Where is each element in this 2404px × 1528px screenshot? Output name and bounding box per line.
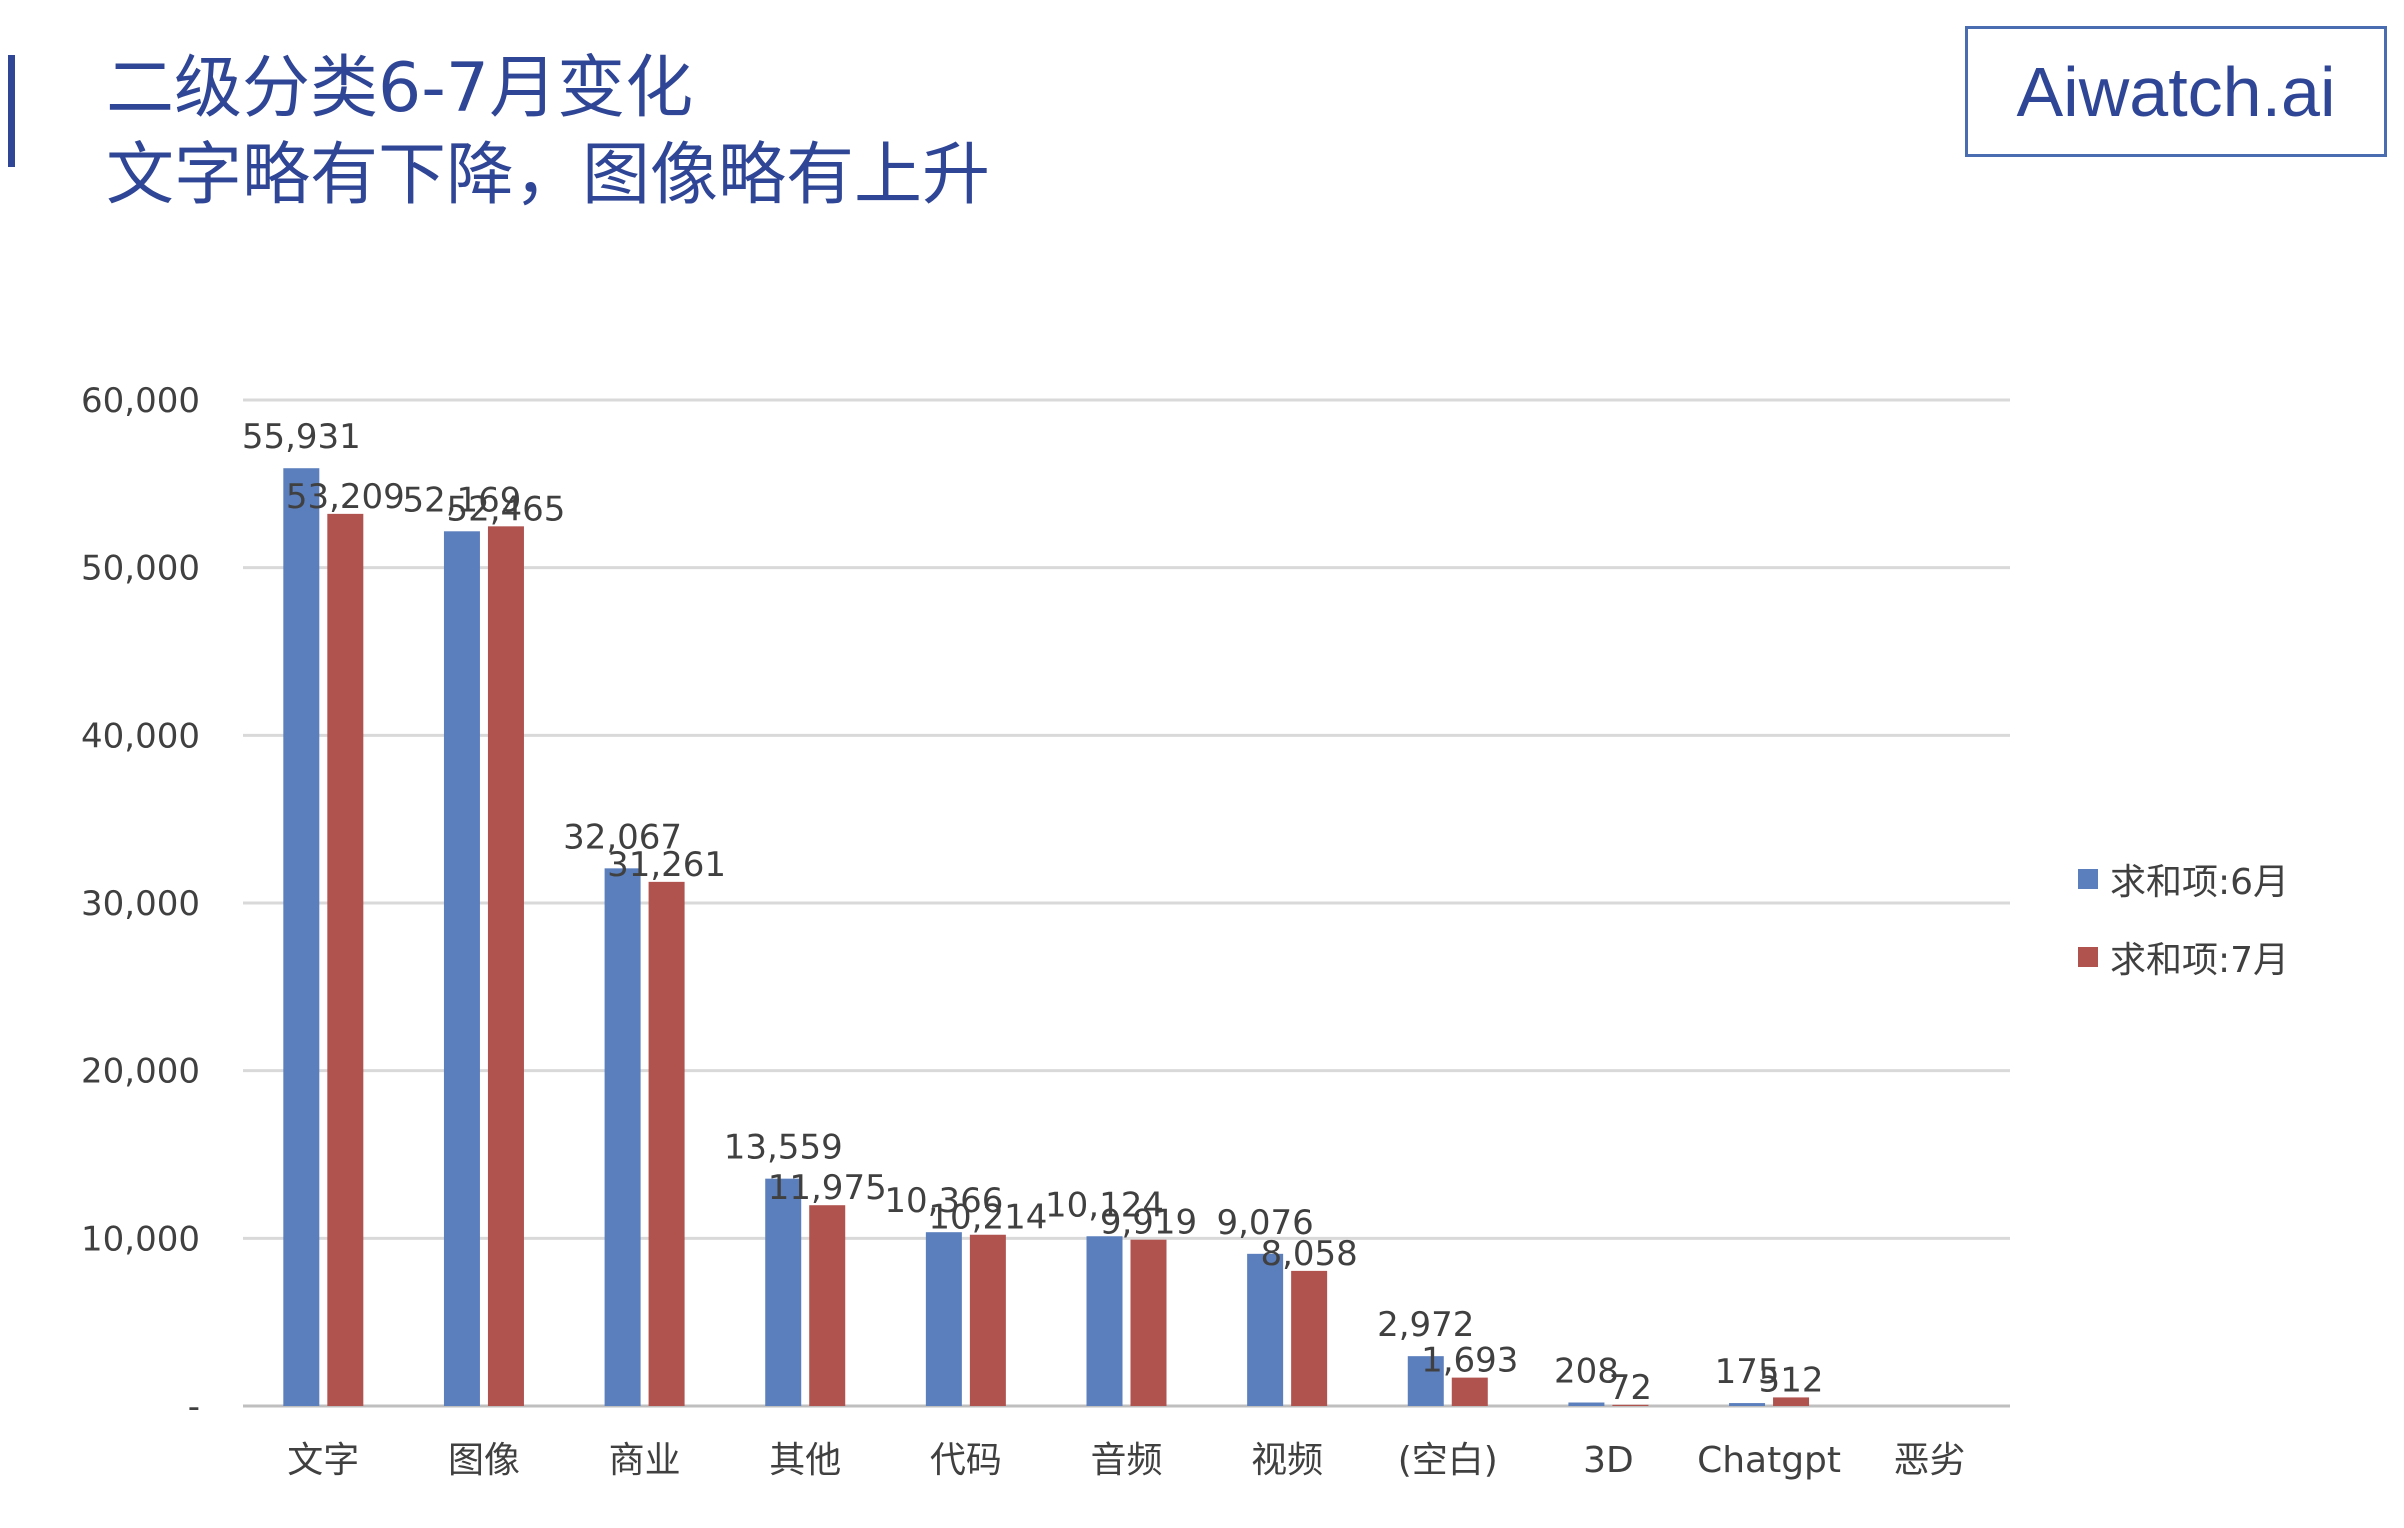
data-label: 2,972 xyxy=(1377,1305,1474,1345)
x-tick-label: 代码 xyxy=(930,1440,1002,1481)
legend-swatch-july xyxy=(2078,947,2098,967)
legend-label-june: 求和项:6月 xyxy=(2110,862,2290,903)
bar xyxy=(327,513,364,1406)
bar xyxy=(604,868,641,1406)
data-label: 11,975 xyxy=(768,1168,887,1208)
title-accent-bar xyxy=(8,55,15,167)
y-tick-label: 40,000 xyxy=(81,716,200,756)
legend-item-july: 求和项:7月 xyxy=(2078,938,2289,981)
bar xyxy=(443,531,480,1406)
brand-logo-text: Aiwatch.ai xyxy=(2016,52,2336,131)
data-label: 208 xyxy=(1554,1352,1619,1392)
bar xyxy=(648,881,685,1406)
y-tick-label: 30,000 xyxy=(81,884,200,924)
bar xyxy=(969,1234,1006,1406)
legend-swatch-june xyxy=(2078,869,2098,889)
data-label: 52,465 xyxy=(446,489,565,529)
y-tick-label: 60,000 xyxy=(81,381,200,421)
x-tick-label: 文字 xyxy=(287,1440,359,1481)
x-tick-label: (空白) xyxy=(1398,1440,1498,1481)
bar xyxy=(925,1232,962,1406)
chart-legend: 求和项:6月 求和项:7月 xyxy=(2078,860,2289,1016)
bar xyxy=(765,1178,802,1406)
y-tick-label: 20,000 xyxy=(81,1052,200,1092)
data-label: 13,559 xyxy=(724,1128,843,1168)
data-label: 31,261 xyxy=(607,845,726,885)
legend-label-july: 求和项:7月 xyxy=(2110,940,2290,981)
y-tick-label: 50,000 xyxy=(81,549,200,589)
bar xyxy=(1451,1377,1488,1406)
page-subtitle: 文字略有下降，图像略有上升 xyxy=(106,136,991,215)
x-tick-label: Chatgpt xyxy=(1697,1440,1841,1481)
data-label: 53,209 xyxy=(286,477,405,517)
data-label: 175 xyxy=(1715,1352,1780,1392)
data-label: 512 xyxy=(1759,1360,1824,1400)
bar xyxy=(1568,1402,1605,1406)
x-tick-label: 视频 xyxy=(1251,1440,1323,1481)
bar xyxy=(487,526,524,1406)
data-label: 1,693 xyxy=(1421,1341,1518,1381)
x-tick-label: 音频 xyxy=(1090,1440,1162,1481)
x-tick-label: 3D xyxy=(1583,1440,1634,1481)
bar xyxy=(1247,1253,1284,1406)
data-label: 10,214 xyxy=(928,1198,1047,1238)
bar xyxy=(1612,1404,1649,1406)
bar xyxy=(809,1205,846,1406)
bar xyxy=(1291,1270,1328,1406)
legend-item-june: 求和项:6月 xyxy=(2078,860,2289,903)
data-label: 8,058 xyxy=(1260,1234,1357,1274)
x-tick-label: 图像 xyxy=(448,1440,520,1481)
brand-logo: Aiwatch.ai xyxy=(1965,26,2387,157)
data-label: 72 xyxy=(1609,1368,1652,1408)
data-label: 9,919 xyxy=(1100,1203,1197,1243)
bar xyxy=(1773,1397,1810,1406)
bar xyxy=(1130,1239,1167,1406)
data-label: 10,124 xyxy=(1045,1185,1164,1225)
data-label: 55,931 xyxy=(242,417,361,457)
data-label: 10,366 xyxy=(884,1181,1003,1221)
bar xyxy=(1729,1403,1766,1406)
x-tick-label: 其他 xyxy=(769,1440,841,1481)
bar xyxy=(1086,1236,1123,1406)
bar xyxy=(1407,1356,1444,1406)
data-label: 9,076 xyxy=(1216,1203,1313,1243)
x-tick-label: 商业 xyxy=(609,1440,681,1481)
data-label: 32,067 xyxy=(563,817,682,857)
y-tick-label: - xyxy=(188,1387,200,1427)
data-label: 52,169 xyxy=(402,480,521,520)
page-title: 二级分类6-7月变化 xyxy=(106,49,694,128)
y-tick-label: 10,000 xyxy=(81,1219,200,1259)
x-tick-label: 恶劣 xyxy=(1894,1440,1966,1481)
bar xyxy=(283,468,320,1406)
